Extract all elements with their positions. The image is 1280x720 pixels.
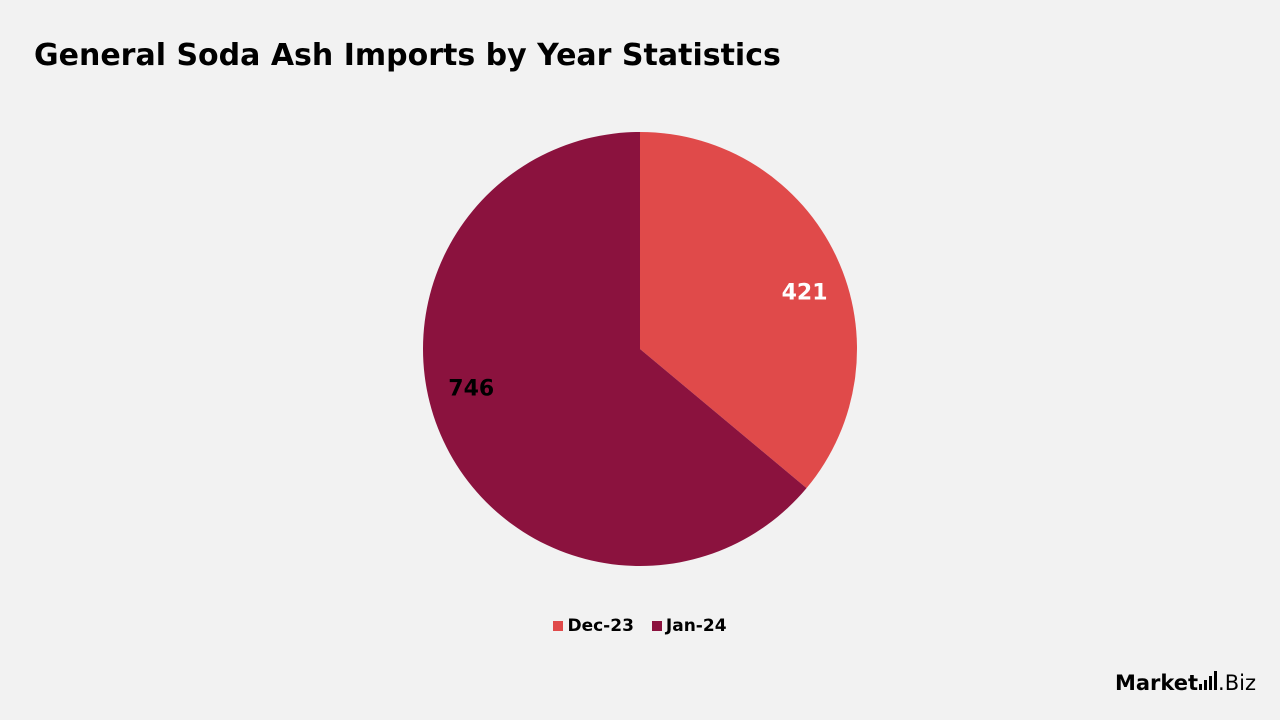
legend-swatch (651, 621, 662, 631)
pie-slice-dec-23 (640, 132, 857, 489)
legend-item-dec-23: Dec-23 (553, 616, 634, 636)
brand-name: Market (1114, 671, 1199, 695)
data-label-jan-24: 746 (448, 377, 494, 402)
legend-label: Dec-23 (567, 616, 634, 636)
chart-title: General Soda Ash Imports by Year Statist… (34, 38, 781, 73)
brand-logo: Market .Biz (1115, 670, 1256, 695)
brand-suffix: .Biz (1218, 671, 1256, 695)
pie-slice-jan-24 (423, 132, 807, 566)
chart-legend: Dec-23 Jan-24 (0, 616, 1280, 636)
bar-chart-icon (1199, 670, 1218, 690)
data-label-dec-23: 421 (782, 281, 828, 306)
legend-item-jan-24: Jan-24 (651, 616, 727, 636)
legend-swatch (553, 621, 564, 631)
legend-label: Jan-24 (665, 616, 727, 636)
